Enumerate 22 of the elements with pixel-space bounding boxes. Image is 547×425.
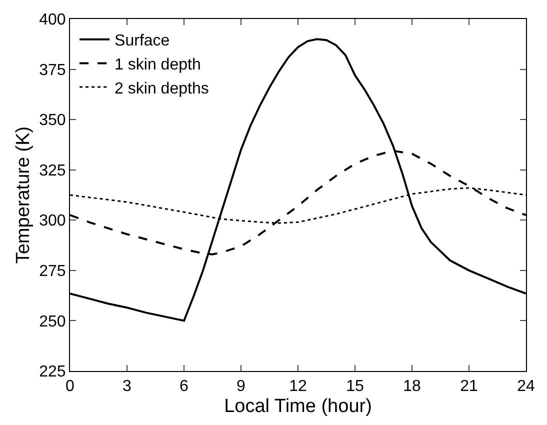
legend-label: Surface xyxy=(114,32,170,50)
x-tick-label: 15 xyxy=(346,378,364,396)
x-tick-label: 6 xyxy=(180,378,189,396)
y-tick-label: 325 xyxy=(39,162,66,180)
x-tick-label: 18 xyxy=(403,378,421,396)
y-tick-label: 350 xyxy=(39,112,66,130)
x-axis-title: Local Time (hour) xyxy=(224,396,372,417)
x-tick-label: 24 xyxy=(517,378,535,396)
x-tick-label: 3 xyxy=(122,378,132,396)
x-tick-label: 0 xyxy=(66,378,75,396)
x-tick-label: 12 xyxy=(289,378,307,396)
y-tick-label: 250 xyxy=(39,313,66,330)
x-tick-label: 21 xyxy=(460,378,478,396)
y-tick-label: 275 xyxy=(39,263,66,280)
y-tick-label: 375 xyxy=(39,62,66,79)
y-tick-label: 300 xyxy=(39,212,66,230)
legend-label: 1 skin depth xyxy=(114,56,201,74)
y-tick-label: 400 xyxy=(39,12,66,29)
y-tick-label: 225 xyxy=(39,364,66,381)
legend-label: 2 skin depths xyxy=(114,80,209,98)
x-tick-label: 9 xyxy=(236,378,246,396)
y-axis-title: Temperature (K) xyxy=(12,126,34,264)
